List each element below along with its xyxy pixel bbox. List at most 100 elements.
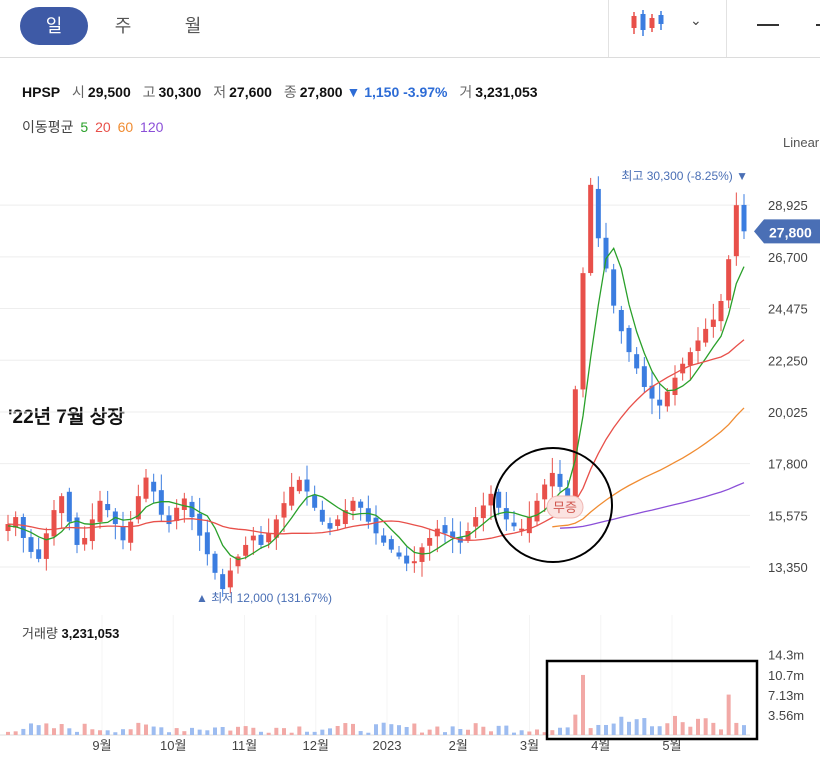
candle-body xyxy=(212,553,218,573)
chevron-down-icon[interactable]: ⌄ xyxy=(690,12,702,28)
x-tick-label: 2023 xyxy=(373,738,402,753)
candle-body xyxy=(695,340,701,352)
last-price-tag xyxy=(754,219,820,244)
high-price: 30,300 xyxy=(158,84,202,100)
volume-highlight-box xyxy=(545,659,759,741)
volume-bar xyxy=(542,732,547,735)
volume-bar xyxy=(389,724,394,735)
candle-body xyxy=(120,526,126,541)
low-label: 저 xyxy=(213,84,227,100)
volume-bar xyxy=(604,724,608,735)
candle-body xyxy=(618,310,624,332)
price-tick-label: 13,350 xyxy=(768,560,808,575)
volume-bar xyxy=(213,727,217,735)
volume-bar xyxy=(496,725,501,735)
candle-body xyxy=(664,391,670,407)
volume-bar xyxy=(335,725,340,735)
volume-bar xyxy=(466,729,470,735)
volume-bar xyxy=(82,723,87,735)
candle-body xyxy=(227,570,233,588)
candle-body xyxy=(36,549,42,559)
max-price-marker: 최고 30,300 (-8.25%) ▼ xyxy=(621,169,748,183)
candle-body xyxy=(20,517,26,538)
candle-body xyxy=(626,327,632,353)
candle-body xyxy=(258,534,264,545)
volume-bar xyxy=(174,728,179,735)
ma-line-20 xyxy=(7,339,745,541)
volume-tick-label: 3.56m xyxy=(768,708,804,723)
volume-bar xyxy=(351,723,355,735)
chart-topbar: 일 주 월 ⌄ xyxy=(0,0,820,58)
candle-body xyxy=(181,498,187,510)
tab-daily[interactable]: 일 xyxy=(20,7,88,45)
x-tick-label: 11월 xyxy=(232,738,257,753)
volume-bar xyxy=(128,729,133,735)
volume-bar xyxy=(182,731,187,735)
volume-panel-title: 거래량 3,231,053 xyxy=(22,626,119,641)
volume-bar xyxy=(259,731,263,735)
candlestick-icon[interactable] xyxy=(630,8,666,38)
x-tick-label: 9월 xyxy=(92,738,111,753)
tab-weekly[interactable]: 주 xyxy=(114,16,132,36)
volume-bar xyxy=(711,722,716,735)
candle-body xyxy=(220,574,226,590)
change-down-icon: ▼ xyxy=(346,84,361,100)
candle-body xyxy=(59,496,65,514)
candle-body xyxy=(427,537,433,546)
candle-body xyxy=(718,301,724,322)
ma-60: 60 xyxy=(117,119,134,135)
candle-body xyxy=(404,555,410,564)
candle-body xyxy=(335,519,341,526)
minus-icon[interactable] xyxy=(757,24,779,26)
candle-body xyxy=(534,500,540,522)
candle-body xyxy=(434,528,440,537)
candle-body xyxy=(304,479,310,492)
volume-bar xyxy=(634,719,639,735)
volume-bar xyxy=(481,726,486,735)
volume-tick-label: 7.13m xyxy=(768,688,804,703)
volume-bar xyxy=(427,729,432,735)
ma-5: 5 xyxy=(80,119,89,135)
volume-bar xyxy=(558,727,562,735)
volume-bar xyxy=(734,722,739,735)
candle-body xyxy=(496,491,502,508)
candle-body xyxy=(235,556,241,567)
tab-monthly[interactable]: 월 xyxy=(184,16,202,36)
volume-bar xyxy=(228,730,233,735)
candle-body xyxy=(634,354,640,369)
candle-body xyxy=(526,517,532,534)
ma-line-120 xyxy=(559,482,745,529)
candle-body xyxy=(672,377,678,396)
volume-bar xyxy=(650,726,654,735)
open-label: 시 xyxy=(72,84,85,100)
candle-body xyxy=(588,184,594,274)
volume-bar xyxy=(243,726,248,735)
volume-value: 3,231,053 xyxy=(475,84,538,100)
scale-mode[interactable]: Linear xyxy=(783,135,820,150)
volume-bar xyxy=(665,723,670,735)
candle-body xyxy=(189,501,195,518)
volume-bar xyxy=(489,731,493,735)
volume-bar xyxy=(52,728,56,735)
volume-bar xyxy=(619,716,624,735)
volume-bar xyxy=(588,728,593,735)
moving-average-legend[interactable]: 이동평균 5 20 60 120 xyxy=(22,117,163,137)
candle-body xyxy=(480,505,486,519)
volume-bar xyxy=(44,723,49,735)
volume-bar xyxy=(121,729,125,735)
volume-bar xyxy=(596,724,601,735)
volume-bar xyxy=(159,727,164,735)
volume-bar xyxy=(642,718,647,735)
volume-bar xyxy=(113,732,118,735)
toolbar-divider xyxy=(726,0,727,57)
open-price: 29,500 xyxy=(87,84,131,100)
candle-body xyxy=(43,533,49,559)
ma-20: 20 xyxy=(95,119,111,135)
candle-body xyxy=(611,269,617,306)
high-label: 고 xyxy=(142,84,156,100)
candle-body xyxy=(557,473,563,487)
volume-bar xyxy=(75,731,79,735)
candle-body xyxy=(296,479,302,492)
plus-icon[interactable] xyxy=(816,24,820,26)
